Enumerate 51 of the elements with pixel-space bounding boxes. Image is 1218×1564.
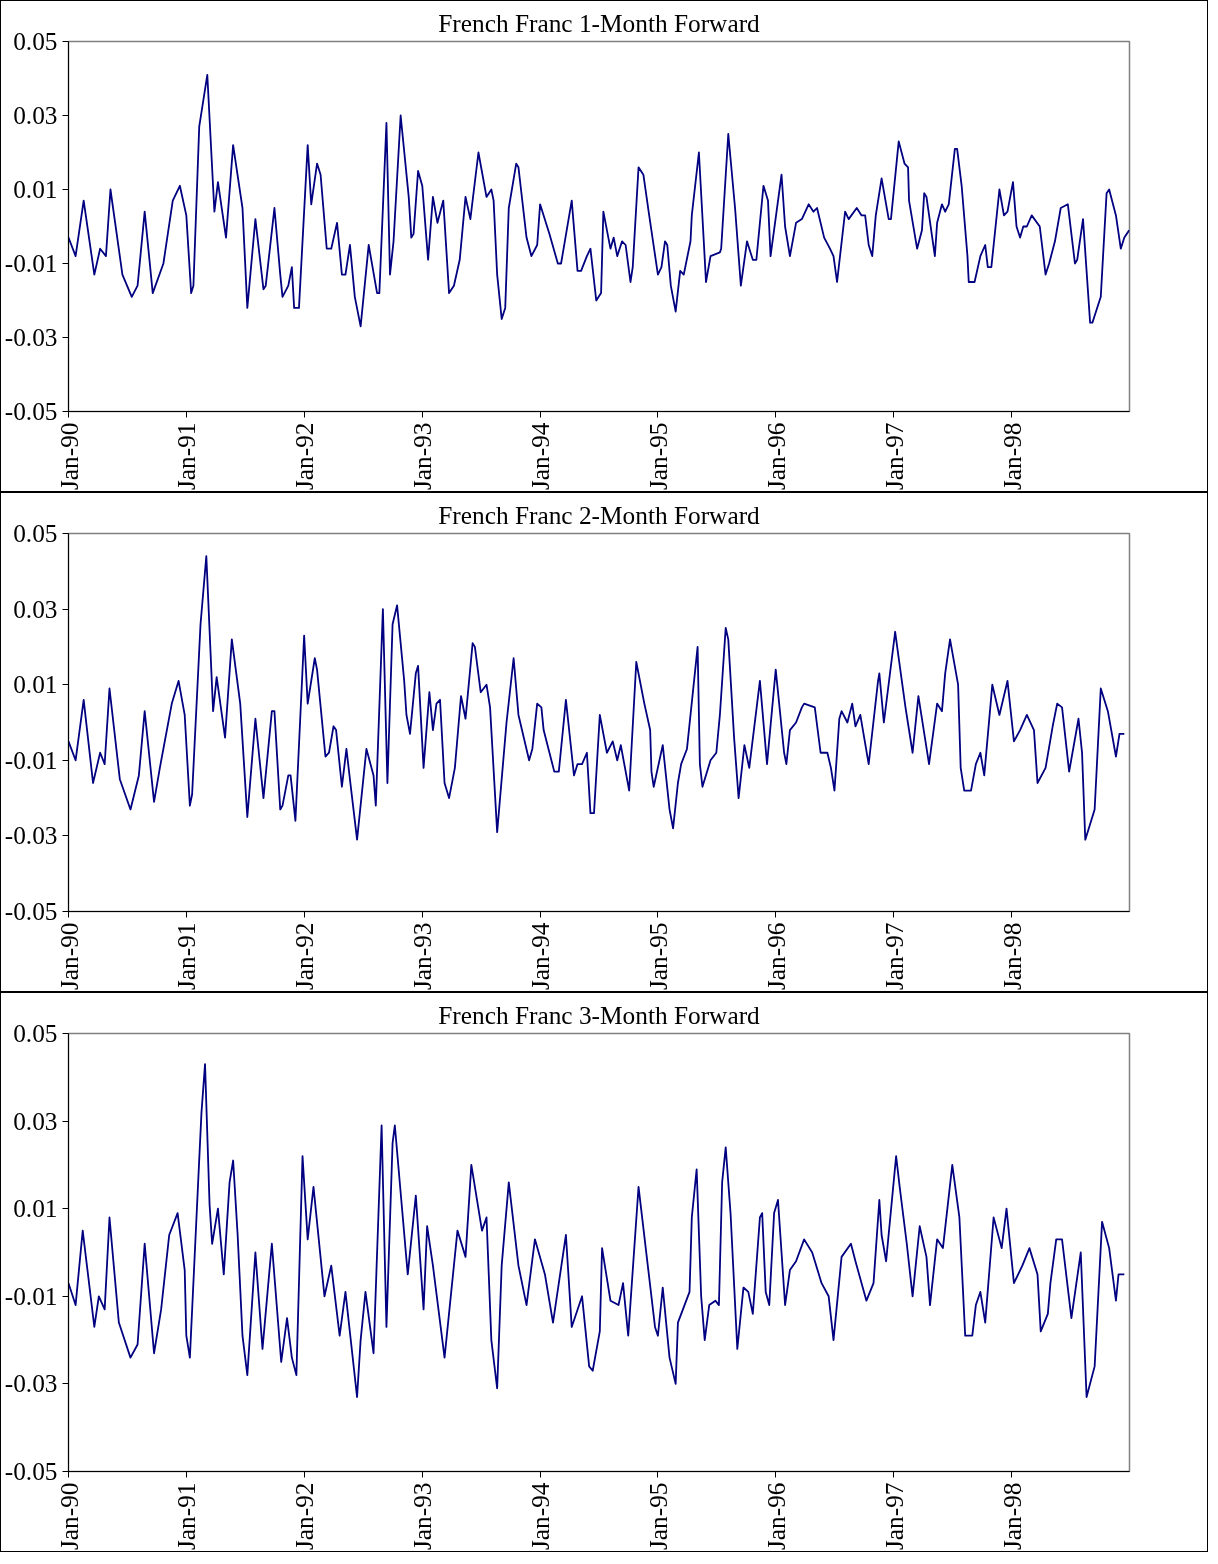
x-tick-label: Jan-97 xyxy=(879,922,908,991)
x-tick-label: Jan-93 xyxy=(408,922,437,991)
x-tick-label: Jan-98 xyxy=(997,1482,1026,1551)
y-tick-label: -0.03 xyxy=(4,1369,58,1398)
y-tick-label: 0.05 xyxy=(13,519,58,547)
y-tick-label: 0.05 xyxy=(13,1019,58,1047)
chart-title: French Franc 3-Month Forward xyxy=(438,1000,761,1029)
chart-title: French Franc 1-Month Forward xyxy=(438,8,761,37)
y-tick-label: -0.01 xyxy=(4,249,58,277)
x-tick-label: Jan-97 xyxy=(879,1482,908,1551)
x-tick-label: Jan-91 xyxy=(172,422,201,491)
x-tick-label: Jan-90 xyxy=(54,1482,83,1551)
x-tick-label: Jan-96 xyxy=(761,1482,790,1551)
x-tick-label: Jan-92 xyxy=(290,422,319,491)
y-tick-label: -0.01 xyxy=(4,1281,58,1310)
x-tick-label: Jan-96 xyxy=(761,922,790,991)
x-tick-label: Jan-96 xyxy=(761,422,790,491)
x-tick-label: Jan-95 xyxy=(643,422,672,491)
y-tick-label: 0.05 xyxy=(13,27,58,55)
x-tick-label: Jan-95 xyxy=(643,922,672,991)
y-tick-label: 0.03 xyxy=(13,594,58,623)
x-tick-label: Jan-93 xyxy=(408,1482,437,1551)
x-tick-label: Jan-92 xyxy=(290,1482,319,1551)
x-tick-label: Jan-98 xyxy=(997,422,1026,491)
x-tick-label: Jan-90 xyxy=(54,922,83,991)
x-tick-label: Jan-91 xyxy=(172,922,201,991)
x-tick-label: Jan-94 xyxy=(526,922,555,991)
line-series xyxy=(68,73,1130,328)
line-series xyxy=(68,1063,1126,1398)
y-tick-label: 0.03 xyxy=(13,101,58,129)
chart-title: French Franc 2-Month Forward xyxy=(438,500,761,529)
y-tick-label: 0.01 xyxy=(13,670,58,699)
x-tick-label: Jan-94 xyxy=(526,1482,555,1551)
x-tick-label: Jan-90 xyxy=(54,422,83,491)
y-tick-label: -0.05 xyxy=(4,1457,58,1485)
x-tick-label: Jan-91 xyxy=(172,1482,201,1551)
x-tick-label: Jan-97 xyxy=(879,422,908,491)
x-tick-label: Jan-95 xyxy=(643,1482,672,1551)
y-tick-label: -0.03 xyxy=(4,821,58,850)
y-tick-label: -0.05 xyxy=(4,897,58,925)
x-tick-label: Jan-98 xyxy=(997,922,1026,991)
x-tick-label: Jan-92 xyxy=(290,922,319,991)
y-tick-label: -0.01 xyxy=(4,745,58,774)
x-tick-label: Jan-93 xyxy=(408,422,437,491)
y-tick-label: 0.01 xyxy=(13,1194,58,1223)
y-tick-label: -0.05 xyxy=(4,397,58,425)
y-tick-label: -0.03 xyxy=(4,323,58,351)
y-tick-label: 0.03 xyxy=(13,1106,58,1135)
line-series xyxy=(68,555,1126,841)
y-tick-label: 0.01 xyxy=(13,175,58,203)
x-tick-label: Jan-94 xyxy=(526,422,555,491)
